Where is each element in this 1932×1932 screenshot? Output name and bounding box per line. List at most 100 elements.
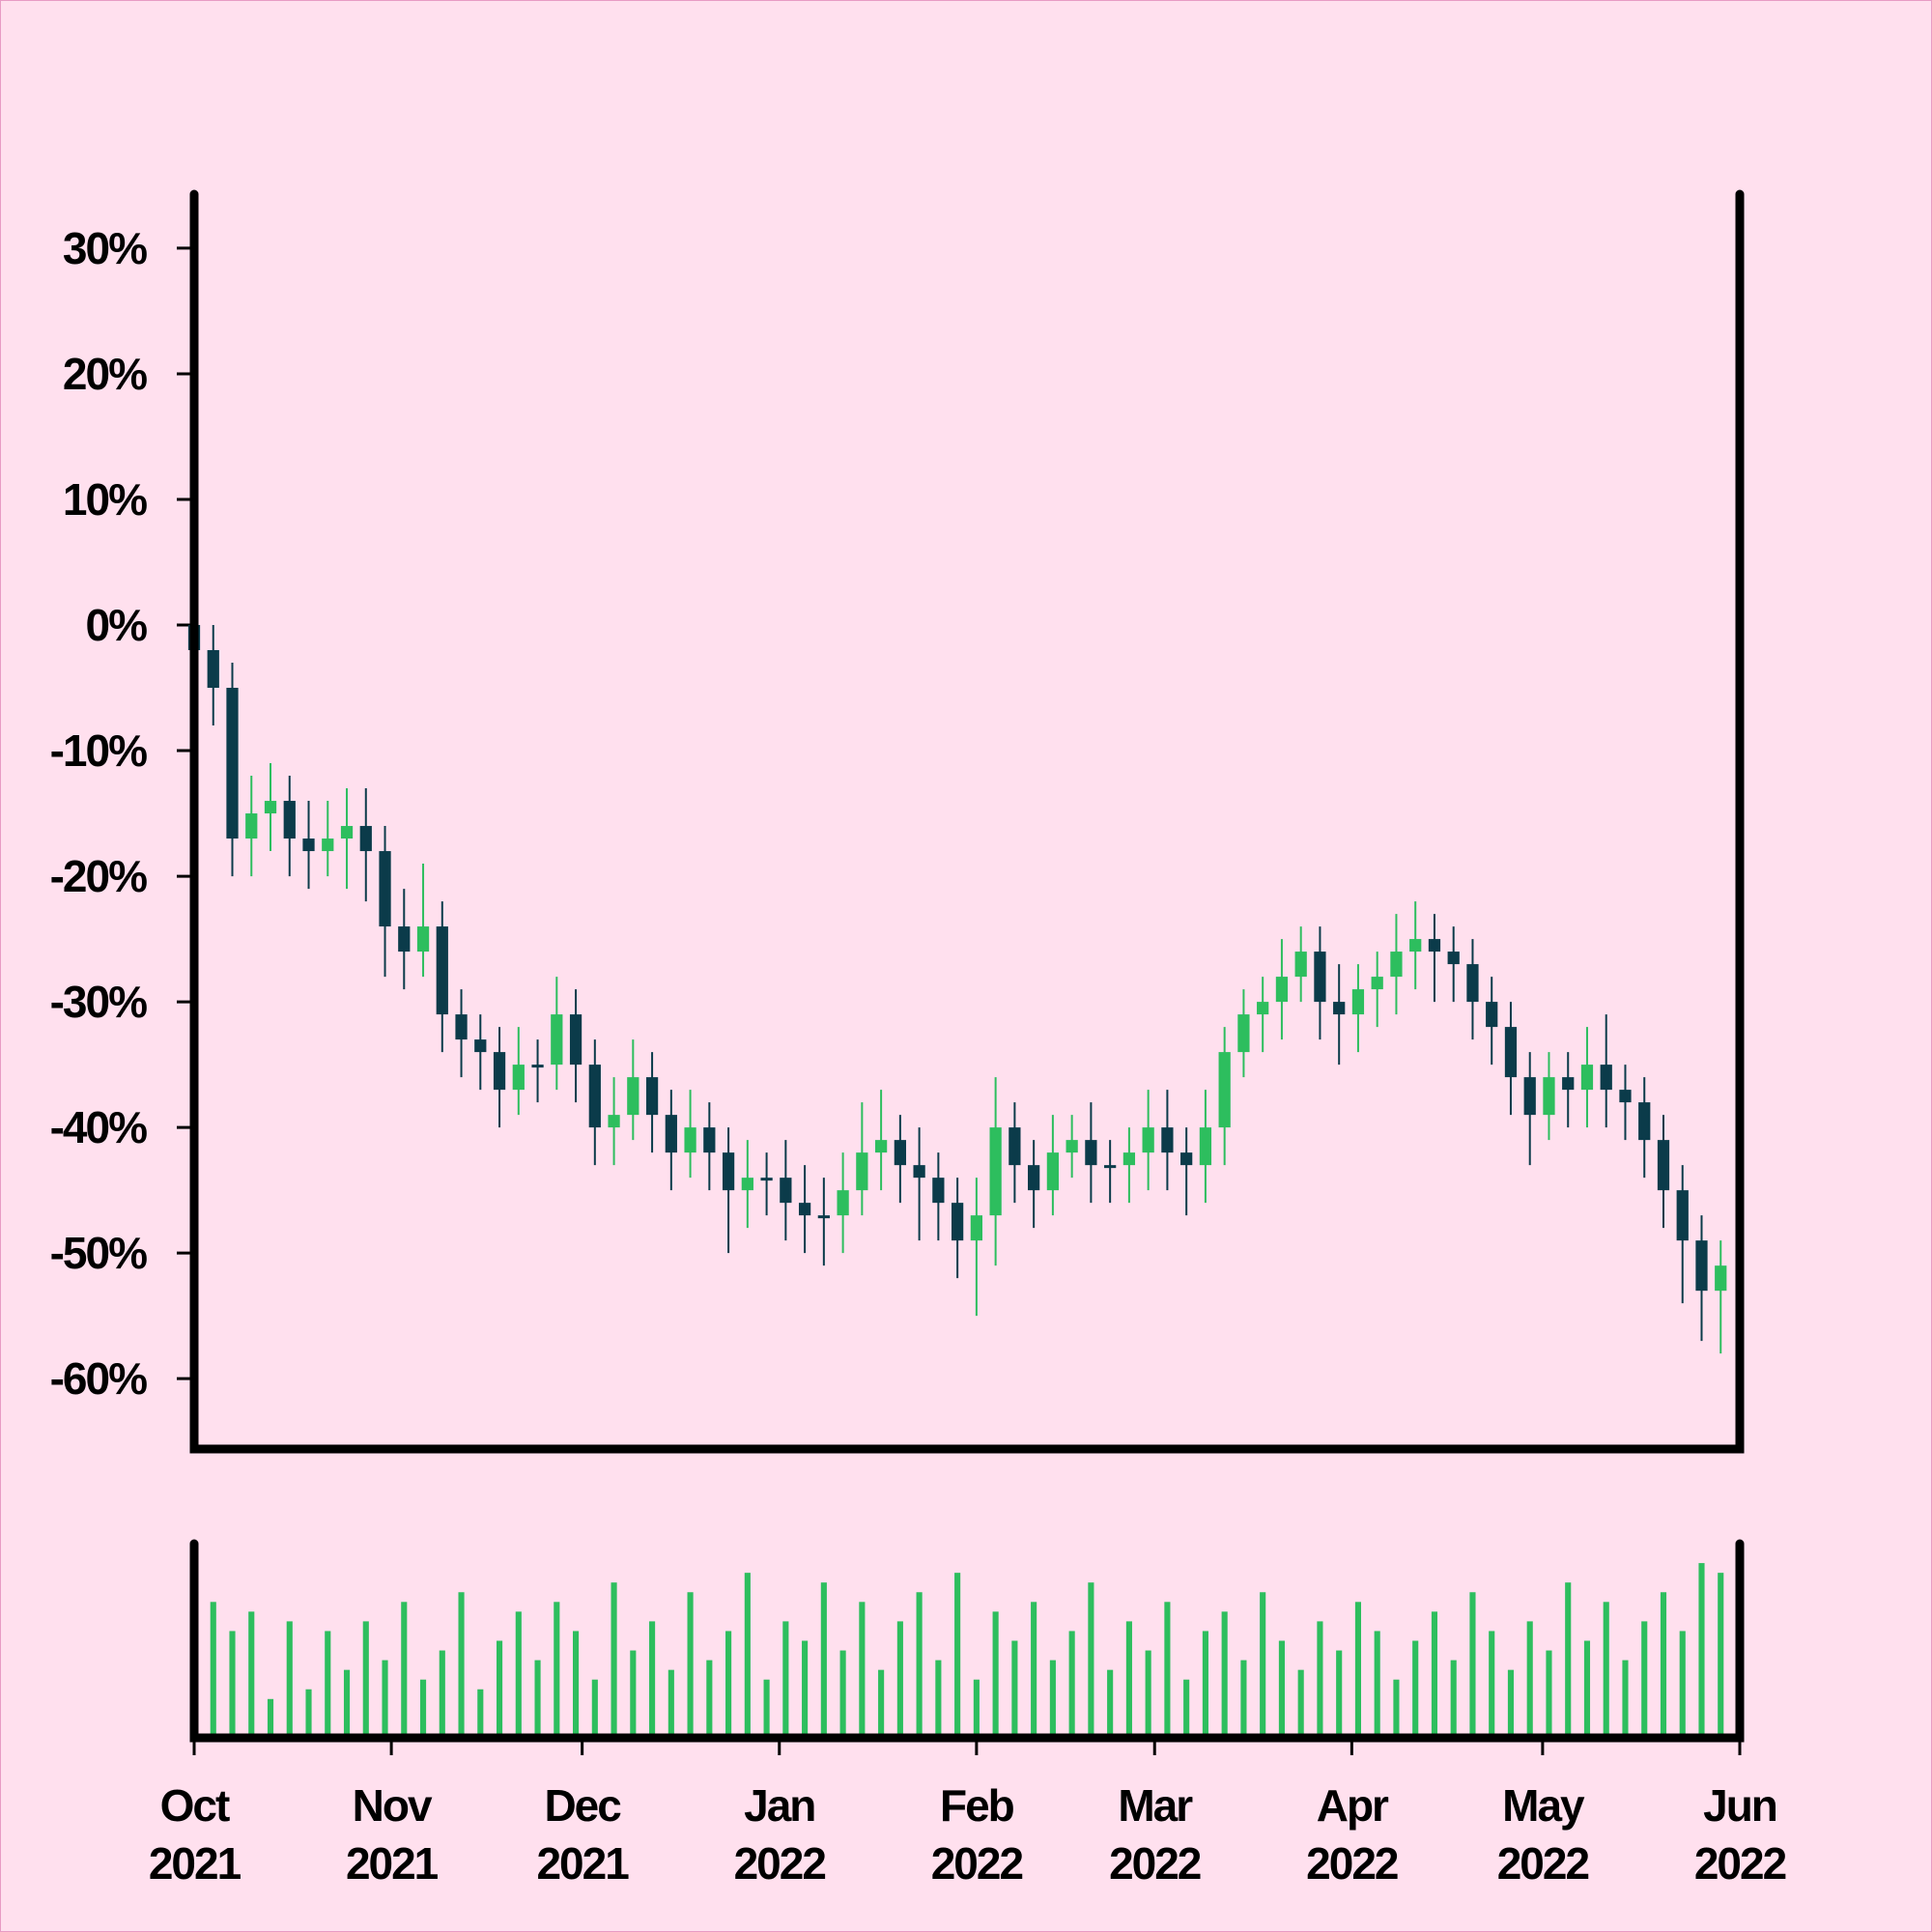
candle-body <box>970 1215 982 1241</box>
volume-bar <box>687 1592 694 1738</box>
candle-body <box>245 813 258 839</box>
candle-body <box>340 826 354 839</box>
candle-body <box>569 1014 582 1065</box>
volume-bar <box>725 1631 732 1738</box>
volume-bar <box>573 1631 580 1738</box>
candle-body <box>551 1014 563 1065</box>
y-tick-label: -10% <box>49 725 148 777</box>
volume-bar <box>229 1631 236 1738</box>
candle-body <box>780 1178 792 1204</box>
candle-body <box>359 826 372 852</box>
candle-body <box>1199 1127 1212 1166</box>
candle-body <box>608 1115 620 1128</box>
candle-body <box>1409 939 1422 952</box>
volume-bar <box>1317 1621 1323 1738</box>
y-tick-label: 10% <box>62 473 148 525</box>
candle-body <box>531 1065 544 1068</box>
candle-body <box>952 1203 964 1241</box>
candle-body <box>1390 952 1403 978</box>
volume-bar <box>382 1660 388 1738</box>
volume-bar <box>267 1698 274 1738</box>
volume-bar <box>477 1689 484 1738</box>
candle-body <box>398 926 411 952</box>
volume-bar <box>362 1621 369 1738</box>
volume-bar <box>649 1621 656 1738</box>
volume-bar <box>935 1660 942 1738</box>
volume-bar <box>305 1689 312 1738</box>
price-frame <box>189 189 1745 1454</box>
volume-bar <box>859 1602 866 1738</box>
volume-bar <box>1450 1660 1457 1738</box>
candle-body <box>474 1039 487 1053</box>
volume-bar <box>1469 1592 1476 1738</box>
volume-bar <box>1489 1631 1495 1738</box>
volume-bar <box>1354 1602 1361 1738</box>
volume-bar <box>248 1611 255 1738</box>
volume-bar <box>1297 1669 1304 1738</box>
volume-bar <box>896 1621 903 1738</box>
candle-body <box>760 1178 773 1181</box>
volume-bar <box>1336 1650 1343 1738</box>
candle-body <box>493 1052 506 1091</box>
volume-bar <box>630 1650 637 1738</box>
y-tick-label: 30% <box>62 222 148 273</box>
candle-body <box>283 801 296 839</box>
candle-body <box>1523 1077 1536 1116</box>
volume-bar <box>496 1640 503 1738</box>
candle-body <box>1619 1090 1632 1103</box>
volume-bar <box>973 1679 980 1738</box>
volume-bar <box>763 1679 770 1738</box>
volume-bar <box>1526 1621 1533 1738</box>
candle-body <box>1257 1002 1269 1015</box>
candle-body <box>894 1140 906 1166</box>
candle-body <box>1294 952 1307 978</box>
volume-bar <box>782 1621 789 1738</box>
volume-bar <box>1679 1631 1686 1738</box>
volume-bar <box>1698 1563 1705 1738</box>
x-tick-label: Jan 2022 <box>733 1780 827 1889</box>
volume-bar <box>611 1582 617 1738</box>
candle-body <box>207 650 219 689</box>
y-tick-label: 0% <box>85 600 148 650</box>
volume-bar <box>1260 1592 1266 1738</box>
volume-bar <box>1546 1650 1552 1738</box>
candle-body <box>1543 1077 1555 1116</box>
volume-bar <box>343 1669 351 1738</box>
volume-bar <box>401 1602 408 1738</box>
volume-bar <box>1278 1640 1285 1738</box>
volume-bar <box>1125 1621 1132 1738</box>
volume-bar <box>1183 1679 1190 1738</box>
x-tick-label: May 2022 <box>1496 1780 1590 1889</box>
candle-body <box>1695 1240 1708 1292</box>
volume-bar <box>286 1621 293 1738</box>
candle-body <box>741 1178 753 1191</box>
candle-body <box>1580 1065 1594 1091</box>
volume-bar <box>802 1640 809 1738</box>
candle-body <box>1275 977 1289 1003</box>
candle-body <box>1447 952 1460 965</box>
candle-body <box>1046 1152 1060 1191</box>
volume-bar <box>1641 1621 1648 1738</box>
volume-bar <box>1088 1582 1094 1738</box>
x-tick-label: Mar 2022 <box>1109 1780 1202 1889</box>
volume-bar <box>1221 1611 1228 1738</box>
volume-bar <box>744 1573 751 1738</box>
candle-body <box>1638 1102 1651 1141</box>
y-tick-label: -30% <box>49 977 148 1028</box>
volume-bar <box>1145 1650 1151 1738</box>
candle-body <box>264 801 277 814</box>
candle-body <box>798 1203 811 1216</box>
candle-body <box>1161 1127 1174 1153</box>
candle-body <box>1428 939 1441 952</box>
y-tick-label: -60% <box>49 1353 148 1405</box>
volume-bar <box>1603 1602 1609 1738</box>
volume-bar <box>1565 1582 1572 1738</box>
volume-bar <box>210 1602 216 1738</box>
candle-body <box>817 1215 830 1219</box>
volume-bar <box>419 1679 427 1738</box>
candle-body <box>722 1152 735 1191</box>
volume-bar <box>591 1679 598 1738</box>
candle-body <box>1314 952 1326 1003</box>
candle-body <box>1715 1265 1727 1292</box>
